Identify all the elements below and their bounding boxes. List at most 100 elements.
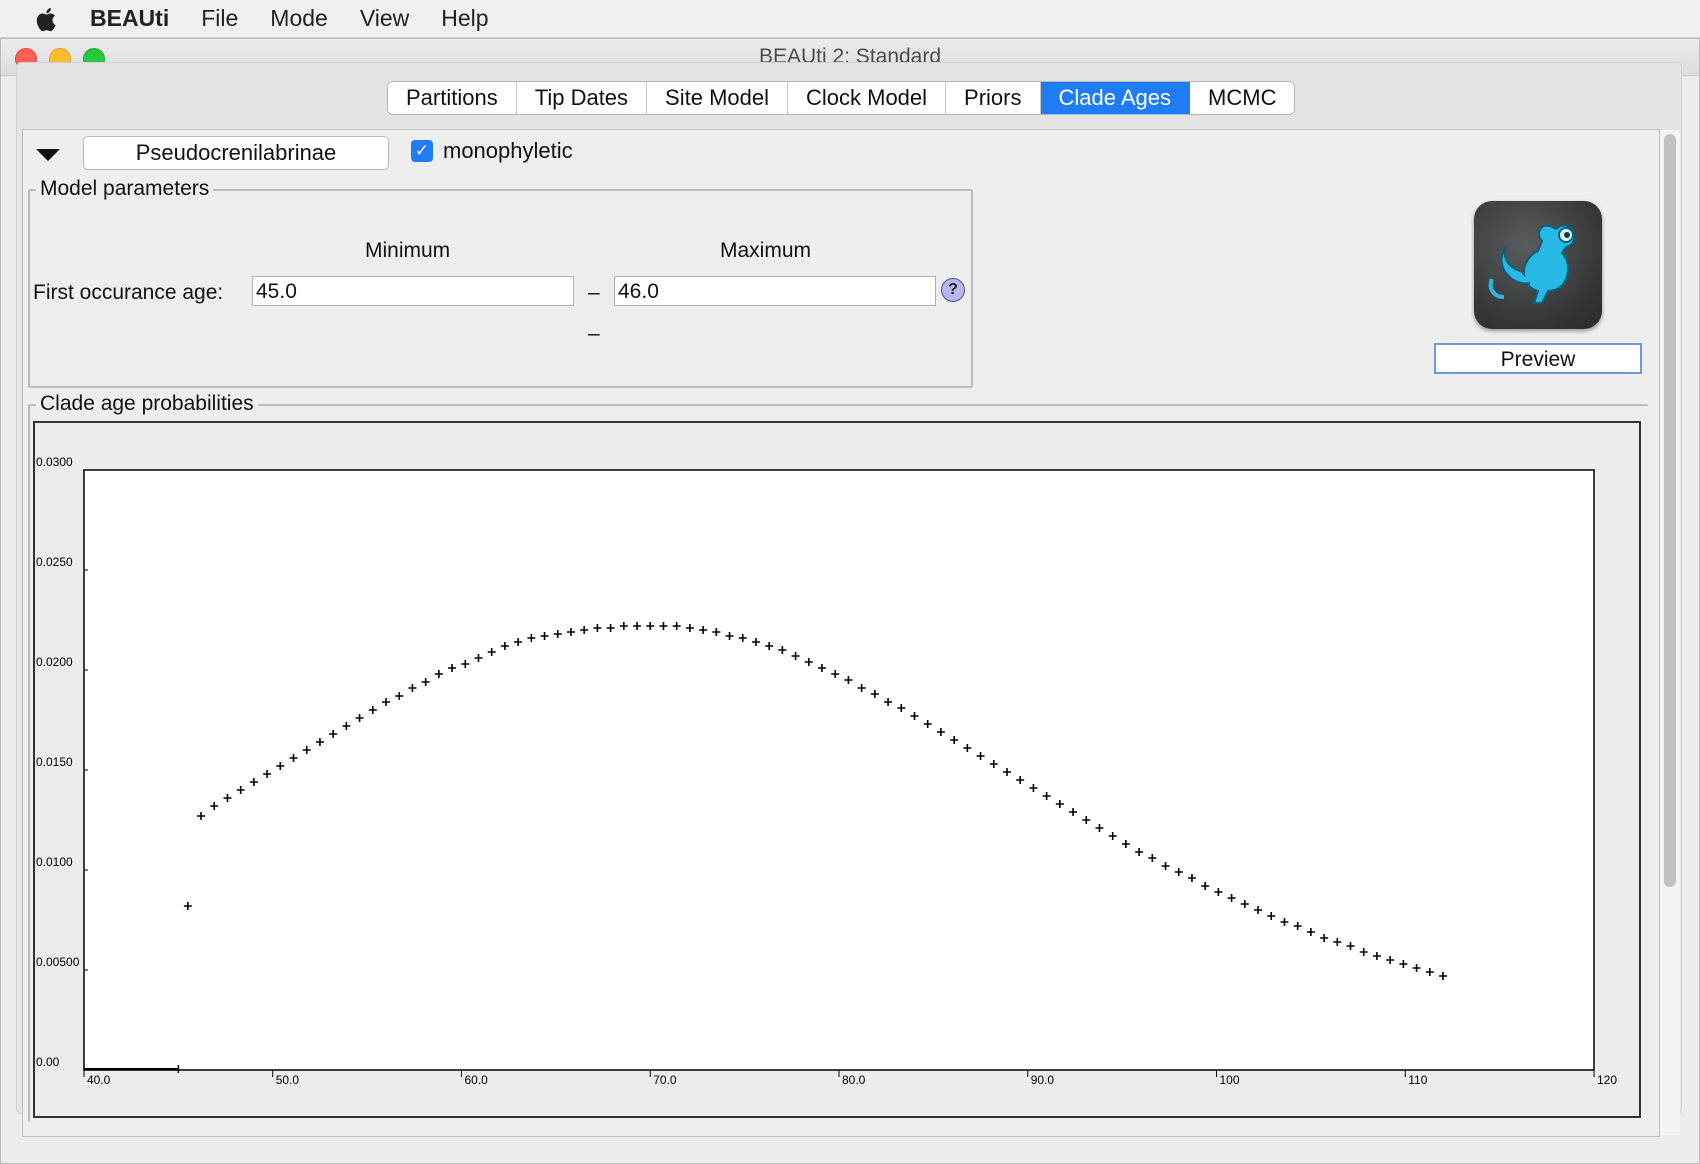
data-point [884, 698, 893, 706]
clade-age-probabilities-group: Clade age probabilities [28, 392, 1648, 1122]
data-point [302, 746, 311, 754]
data-point [950, 736, 959, 744]
y-tick-label: 0.0150 [36, 755, 73, 769]
data-point [897, 704, 906, 712]
tab-site-model[interactable]: Site Model [647, 82, 788, 114]
data-point [1280, 918, 1289, 926]
menu-app-name[interactable]: BEAUti [90, 5, 170, 31]
data-point [619, 622, 628, 630]
monophyletic-checkbox-row[interactable]: ✓ monophyletic [411, 138, 573, 164]
tab-clock-model[interactable]: Clock Model [788, 82, 947, 114]
data-point [355, 714, 364, 722]
data-point [844, 676, 853, 684]
menu-help[interactable]: Help [441, 5, 489, 31]
data-point [778, 646, 787, 654]
data-point [606, 624, 615, 632]
data-point [527, 634, 536, 642]
tab-tip-dates[interactable]: Tip Dates [516, 82, 648, 114]
help-icon[interactable]: ? [941, 278, 965, 302]
data-point [1214, 888, 1223, 896]
menu-mode[interactable]: Mode [270, 5, 328, 31]
x-tick-label: 60.0 [465, 1073, 489, 1087]
data-point [1386, 956, 1395, 964]
tab-bar: Partitions Tip Dates Site Model Clock Mo… [387, 81, 1296, 115]
data-point [1095, 824, 1104, 832]
scrollbar-thumb[interactable] [1664, 134, 1676, 887]
x-tick-label: 120 [1597, 1073, 1617, 1087]
data-point [633, 622, 642, 630]
data-point [329, 730, 338, 738]
y-tick-label: 0.0250 [36, 555, 73, 569]
tab-mcmc[interactable]: MCMC [1190, 82, 1295, 114]
x-tick-label: 110 [1408, 1073, 1427, 1087]
data-point [751, 638, 760, 646]
data-point [1306, 928, 1315, 936]
data-point [1069, 808, 1078, 816]
data-point [857, 684, 866, 692]
data-point [738, 634, 747, 642]
monophyletic-label: monophyletic [443, 138, 573, 163]
data-point [1029, 784, 1038, 792]
model-parameters-legend: Model parameters [36, 177, 214, 201]
data-point [289, 754, 298, 762]
monophyletic-checkbox[interactable]: ✓ [411, 140, 433, 162]
tab-priors[interactable]: Priors [946, 82, 1041, 114]
clade-age-probabilities-legend: Clade age probabilities [36, 392, 258, 416]
menu-bar: BEAUti File Mode View Help [0, 0, 1700, 38]
data-point [1399, 960, 1408, 968]
data-point [976, 752, 985, 760]
data-point [1082, 816, 1091, 824]
data-point [1267, 912, 1276, 920]
data-point [197, 812, 206, 820]
minimum-age-field[interactable]: 45.0 [252, 276, 574, 306]
data-point [1439, 972, 1447, 980]
apple-icon[interactable] [32, 4, 62, 34]
data-point [725, 632, 734, 640]
data-point [461, 660, 470, 668]
menu-view[interactable]: View [359, 5, 410, 31]
data-point [963, 744, 972, 752]
clade-name-button[interactable]: Pseudocrenilabrinae [83, 136, 389, 170]
data-point [1293, 922, 1302, 930]
data-point [1016, 776, 1025, 784]
data-point [791, 652, 800, 660]
x-tick-label: 100 [1220, 1073, 1240, 1087]
data-point [923, 720, 932, 728]
data-point [553, 630, 562, 638]
vertical-scrollbar[interactable] [1660, 130, 1680, 1135]
collapse-triangle-icon[interactable] [36, 149, 60, 161]
clade-age-chart: 40.0 50.0 60.0 70.0 80.0 90.0 100 110 120 0.00 0.0… [33, 421, 1641, 1118]
data-point [646, 622, 655, 630]
tab-partitions[interactable]: Partitions [388, 82, 517, 114]
data-point [831, 670, 840, 678]
data-point [685, 624, 694, 632]
data-point [249, 778, 258, 786]
menu-file[interactable]: File [201, 5, 239, 31]
data-point [236, 786, 245, 794]
x-tick-label: 90.0 [1031, 1073, 1055, 1087]
data-point [368, 706, 377, 714]
data-point [434, 670, 443, 678]
preview-button[interactable]: Preview [1434, 343, 1642, 374]
first-occurrence-age-label: First occurance age: [33, 281, 224, 304]
data-point [183, 902, 192, 910]
data-point [1161, 862, 1170, 870]
y-tick-label: 0.00500 [36, 955, 80, 969]
data-point [276, 762, 285, 770]
data-point [1333, 938, 1342, 946]
data-point [1108, 832, 1117, 840]
data-point [1201, 882, 1210, 890]
data-point [342, 722, 351, 730]
data-point [1121, 840, 1130, 848]
data-point [1425, 968, 1434, 976]
data-point [1254, 906, 1263, 914]
data-point [580, 626, 589, 634]
tab-clade-ages[interactable]: Clade Ages [1040, 82, 1191, 114]
x-tick-label: 70.0 [653, 1073, 677, 1087]
data-point [699, 626, 708, 634]
data-point [910, 712, 919, 720]
data-point [672, 622, 681, 630]
data-point [1412, 964, 1421, 972]
data-point [382, 698, 390, 706]
maximum-age-field[interactable]: 46.0 [614, 276, 936, 306]
